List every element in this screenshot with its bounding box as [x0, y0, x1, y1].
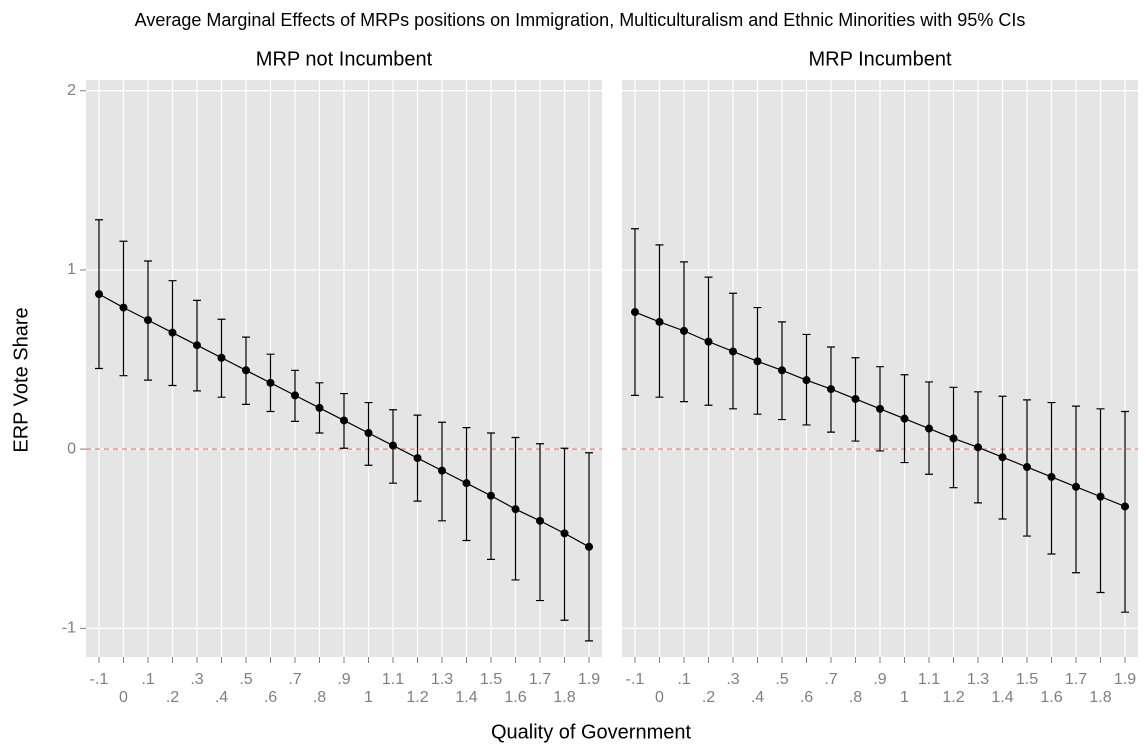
x-tick-label: .8 [313, 689, 326, 706]
x-tick-label: .7 [288, 671, 301, 688]
x-tick-label: -.1 [90, 671, 109, 688]
x-tick-label: 1.3 [431, 671, 453, 688]
point [704, 337, 713, 346]
x-tick-label: 1.8 [1089, 689, 1111, 706]
point [340, 416, 348, 425]
point [462, 479, 471, 488]
point [1047, 472, 1056, 481]
point [679, 326, 688, 335]
x-tick-label: 1.9 [1114, 671, 1136, 688]
point [851, 394, 860, 403]
point [1023, 463, 1032, 472]
panel-title: MRP not Incumbent [256, 48, 433, 70]
y-tick-label: -1 [62, 620, 76, 637]
x-tick-label: 1.6 [504, 689, 526, 706]
x-tick-label: 1.7 [1065, 671, 1087, 688]
x-tick-label: 0 [119, 689, 128, 706]
error-bar [1096, 408, 1105, 594]
point [192, 341, 201, 350]
point [802, 376, 811, 385]
point [487, 491, 496, 500]
point [143, 316, 152, 325]
x-tick-label: -.1 [626, 671, 645, 688]
point [413, 454, 422, 463]
error-bar [1121, 410, 1130, 613]
x-tick-label: .5 [239, 671, 252, 688]
point [1096, 492, 1105, 501]
x-tick-label: 1.4 [455, 689, 477, 706]
x-tick-label: .8 [849, 689, 862, 706]
x-tick-label: .6 [264, 689, 277, 706]
x-tick-label: .5 [775, 671, 788, 688]
x-tick-label: 1.7 [529, 671, 551, 688]
point [925, 424, 934, 433]
panel-title: MRP Incumbent [808, 48, 951, 70]
point [364, 429, 373, 438]
x-tick-label: 1.2 [406, 689, 428, 706]
point [119, 303, 128, 312]
x-tick-label: 1 [900, 689, 909, 706]
x-tick-label: 1.8 [553, 689, 575, 706]
point [655, 317, 664, 326]
point [949, 434, 958, 443]
point [728, 347, 737, 356]
point [168, 328, 177, 337]
point [585, 542, 594, 551]
chart-title: Average Marginal Effects of MRPs positio… [135, 10, 1026, 30]
y-axis-label: ERP Vote Share [10, 307, 32, 452]
x-tick-label: .7 [824, 671, 837, 688]
y-tick-label: 2 [67, 82, 76, 99]
point [511, 505, 520, 514]
point [630, 308, 639, 317]
point [438, 466, 447, 475]
x-tick-label: 1.4 [991, 689, 1013, 706]
x-tick-label: .2 [702, 689, 715, 706]
x-tick-label: .3 [726, 671, 739, 688]
x-tick-label: .6 [800, 689, 813, 706]
x-tick-label: 1 [364, 689, 373, 706]
x-tick-label: 1.5 [480, 671, 502, 688]
x-tick-label: .4 [751, 689, 764, 706]
point [876, 404, 884, 413]
point [536, 516, 545, 525]
x-tick-label: .9 [873, 671, 886, 688]
point [1121, 502, 1130, 511]
point [266, 378, 275, 387]
point [94, 290, 103, 299]
point [753, 357, 762, 366]
point [974, 443, 983, 452]
x-tick-label: 1.1 [382, 671, 404, 688]
x-tick-label: 1.9 [578, 671, 600, 688]
x-tick-label: .4 [215, 689, 228, 706]
x-tick-label: .1 [677, 671, 690, 688]
x-tick-label: 1.5 [1016, 671, 1038, 688]
x-axis-label: Quality of Government [491, 721, 692, 743]
x-tick-label: 1.2 [942, 689, 964, 706]
x-tick-label: .1 [141, 671, 154, 688]
point [389, 441, 398, 450]
x-tick-label: 1.6 [1040, 689, 1062, 706]
x-tick-label: .9 [337, 671, 350, 688]
x-tick-label: 1.1 [918, 671, 940, 688]
point [217, 353, 226, 362]
point [826, 385, 835, 394]
point [998, 453, 1007, 462]
y-tick-label: 1 [67, 261, 76, 278]
point [315, 403, 324, 412]
x-tick-label: 1.3 [967, 671, 989, 688]
y-tick-label: 0 [67, 440, 76, 457]
point [241, 366, 250, 375]
x-tick-label: .2 [166, 689, 179, 706]
point [290, 391, 299, 400]
point [777, 366, 786, 375]
x-tick-label: .3 [190, 671, 203, 688]
point [1072, 482, 1081, 491]
point [900, 414, 909, 423]
point [560, 529, 569, 538]
x-tick-label: 0 [655, 689, 664, 706]
